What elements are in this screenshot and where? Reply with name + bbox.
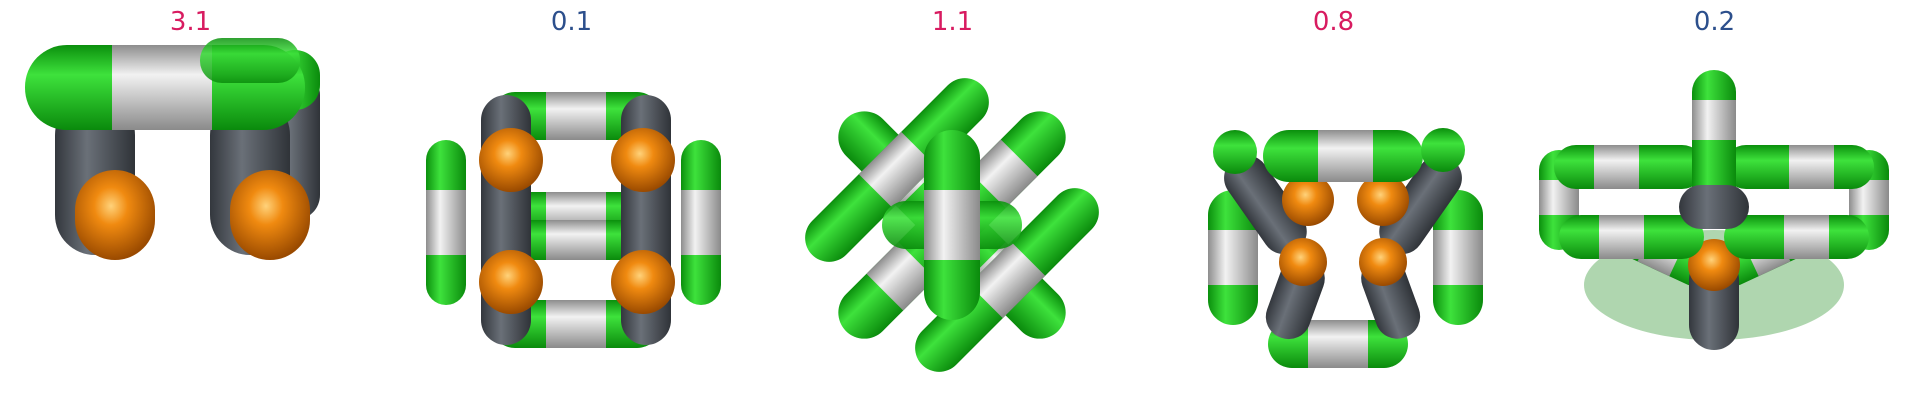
value-label: 0.1	[550, 7, 593, 37]
value-label: 0.2	[1693, 7, 1736, 37]
panel-1: 3.1	[0, 0, 381, 416]
molecule-render	[426, 92, 721, 348]
panel-5: 0.2	[1524, 0, 1905, 416]
value-label: 3.1	[169, 7, 212, 37]
value-label: 0.8	[1312, 7, 1355, 37]
panel-2: 0.1	[381, 0, 762, 416]
panel-3: 1.1	[762, 0, 1143, 416]
value-label: 1.1	[931, 7, 974, 37]
molecule-render	[1539, 70, 1889, 350]
molecule-render	[805, 78, 1099, 372]
molecule-render	[1208, 128, 1483, 368]
panel-4: 0.8	[1143, 0, 1524, 416]
molecule-render	[25, 38, 320, 260]
